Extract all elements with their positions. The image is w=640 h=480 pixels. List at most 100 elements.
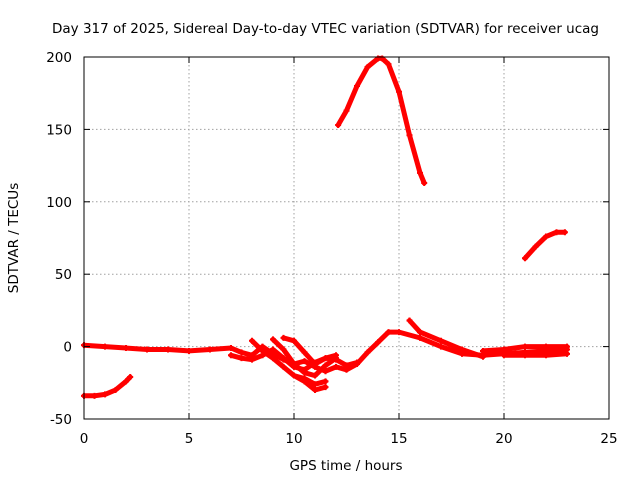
data-point (501, 346, 507, 353)
data-point (123, 378, 129, 385)
data-point (301, 349, 308, 356)
data-point (354, 82, 360, 89)
data-point (396, 88, 402, 95)
series-line-track-main-f (291, 373, 328, 393)
data-point (480, 353, 486, 360)
data-point (249, 356, 255, 363)
data-point (301, 358, 308, 365)
series-line-track-low (81, 374, 133, 399)
data-point (553, 229, 560, 236)
data-point (322, 378, 329, 385)
grid-lines (84, 57, 609, 419)
data-point (312, 372, 318, 379)
plot-frame (83, 56, 610, 420)
y-tick-labels: -50 0 50 100 150 200 (46, 50, 72, 428)
data-point (406, 132, 413, 139)
data-point (301, 369, 308, 376)
data-point (417, 169, 423, 176)
data-point (543, 343, 549, 350)
data-series-group (81, 55, 570, 399)
data-point (238, 355, 245, 362)
data-point (127, 374, 134, 381)
data-point (322, 384, 329, 391)
data-point (543, 233, 549, 240)
x-tick-label: 5 (185, 431, 194, 447)
data-point (186, 347, 192, 354)
data-point (228, 345, 234, 352)
data-point (417, 334, 423, 341)
data-point (91, 392, 98, 399)
axis-ticks (83, 56, 610, 420)
data-point (543, 352, 549, 359)
data-point (564, 343, 570, 350)
data-point (291, 372, 297, 379)
data-point (375, 339, 381, 346)
data-point (207, 346, 213, 353)
data-point (102, 391, 108, 398)
data-point (270, 355, 276, 362)
data-point (364, 349, 371, 356)
data-point (335, 122, 342, 129)
data-point (396, 329, 402, 336)
data-point (385, 61, 392, 68)
data-point (532, 243, 539, 250)
data-point (564, 350, 570, 357)
series-line-track-peak (335, 55, 427, 186)
series-line-track-main-i (501, 351, 570, 358)
data-point (438, 343, 444, 350)
data-point (343, 107, 350, 114)
data-point (312, 381, 318, 388)
data-point (522, 352, 528, 359)
data-point (301, 378, 308, 385)
data-point (238, 349, 245, 356)
data-point (379, 55, 386, 62)
data-point (312, 387, 318, 394)
data-point (561, 229, 568, 236)
data-point (480, 347, 486, 354)
x-axis-label: GPS time / hours (289, 458, 402, 474)
data-point (522, 255, 528, 262)
data-point (270, 346, 276, 353)
data-point (406, 317, 413, 324)
y-tick-label: 0 (63, 340, 72, 356)
y-tick-label: -50 (50, 412, 72, 428)
data-point (123, 345, 129, 352)
y-axis-label: SDTVAR / TECUs (6, 183, 22, 293)
data-point (354, 359, 360, 366)
data-point (343, 362, 350, 369)
data-point (228, 352, 234, 359)
data-point (364, 64, 371, 71)
data-point (144, 346, 150, 353)
data-point (438, 337, 444, 344)
y-tick-label: 50 (55, 267, 72, 283)
data-point (112, 387, 119, 394)
chart-title: Day 317 of 2025, Sidereal Day-to-day VTE… (52, 21, 599, 37)
data-point (333, 352, 339, 359)
data-point (322, 355, 329, 362)
x-tick-label: 15 (390, 431, 407, 447)
y-tick-label: 150 (46, 122, 72, 138)
data-point (385, 329, 392, 336)
x-tick-label: 0 (80, 431, 89, 447)
x-tick-label: 25 (600, 431, 617, 447)
data-point (280, 334, 287, 341)
y-tick-label: 100 (46, 195, 72, 211)
x-tick-label: 20 (495, 431, 512, 447)
data-point (333, 363, 339, 370)
data-point (322, 362, 329, 369)
data-point (322, 368, 329, 375)
data-point (291, 360, 297, 367)
data-point (165, 346, 171, 353)
x-tick-label: 10 (285, 431, 302, 447)
data-point (522, 343, 528, 350)
data-point (280, 346, 287, 353)
data-point (459, 346, 465, 353)
data-point (312, 360, 318, 367)
data-point (249, 337, 255, 344)
data-point (280, 363, 287, 370)
data-point (421, 179, 428, 186)
data-point (102, 343, 108, 350)
data-point (501, 352, 507, 359)
data-point (259, 347, 266, 354)
